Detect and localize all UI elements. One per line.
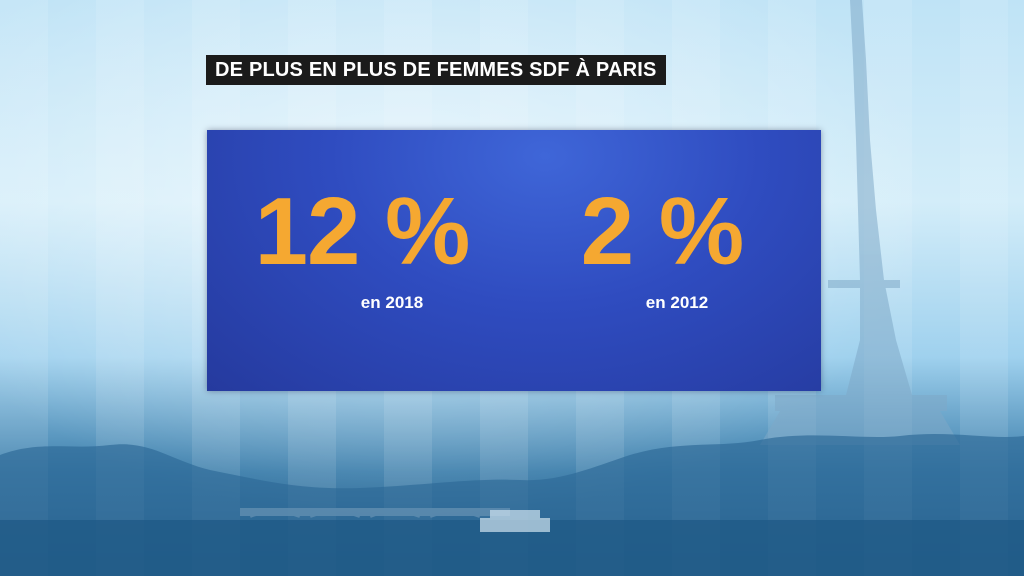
- stats-panel: 12 % en 2018 2 % en 2012: [207, 130, 821, 391]
- stat-value: 12 %: [254, 178, 471, 285]
- stat-2012: 2 % en 2012: [557, 182, 767, 314]
- headline-banner: DE PLUS EN PLUS DE FEMMES SDF À PARIS: [206, 55, 666, 85]
- boat: [480, 510, 550, 532]
- stat-label: en 2012: [645, 293, 709, 312]
- stat-label: en 2018: [360, 293, 424, 312]
- stat-2018: 12 % en 2018: [237, 182, 487, 314]
- stat-value: 2 %: [580, 178, 744, 285]
- bridge: [240, 508, 510, 518]
